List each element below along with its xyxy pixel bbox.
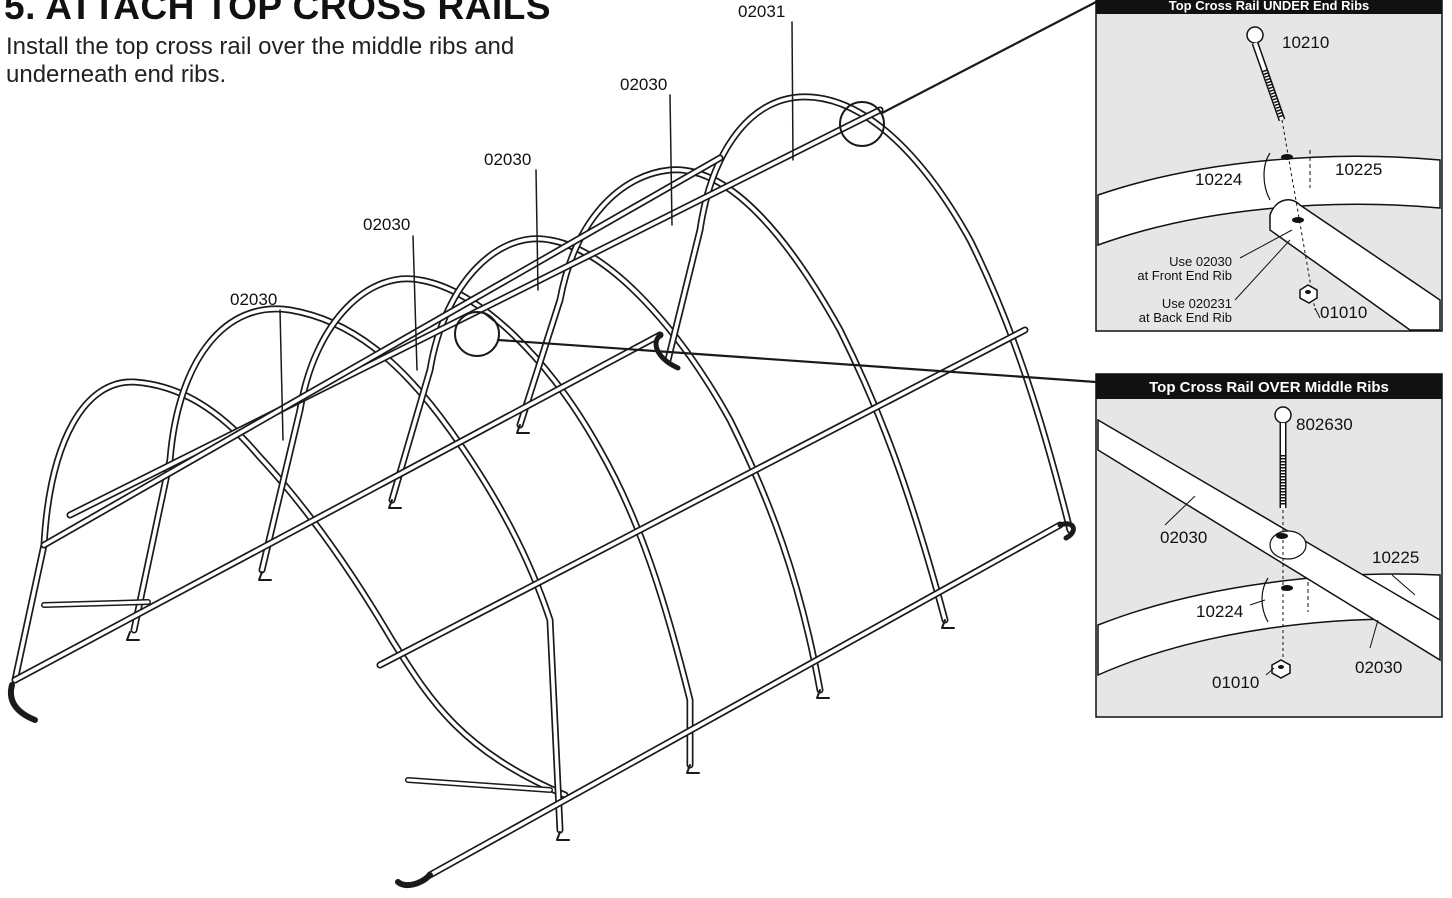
rail-label: 02030 (1160, 528, 1207, 547)
callout-label: 02030 (230, 290, 277, 309)
detail-end-header: Top Cross Rail UNDER End Ribs (1169, 0, 1370, 13)
side-rail-right-lower (426, 521, 1064, 879)
usage-note: at Front End Rib (1137, 268, 1232, 283)
bolt-label: 802630 (1296, 415, 1353, 434)
rib-6 (664, 93, 1074, 534)
callout-label: 02030 (484, 150, 531, 169)
step-title: 5. ATTACH TOP CROSS RAILS (4, 0, 551, 27)
nut-label: 01010 (1212, 673, 1259, 692)
rib-2 (130, 305, 564, 834)
rib-label: 10225 (1335, 160, 1382, 179)
usage-note: Use 02030 (1169, 254, 1232, 269)
rail-label: 02030 (1355, 658, 1402, 677)
detail-end-ribs: Top Cross Rail UNDER End Ribs 1 (1095, 0, 1443, 332)
usage-note: at Back End Rib (1139, 310, 1232, 325)
side-rail-left-upper (40, 154, 724, 549)
side-rail-left-lower (11, 331, 664, 684)
nut-label: 01010 (1320, 303, 1367, 322)
rib-4 (388, 235, 824, 694)
callout-label: 02030 (620, 75, 667, 94)
rib-label: 10225 (1372, 548, 1419, 567)
usage-note: Use 020231 (1162, 296, 1232, 311)
step-instruction: Install the top cross rail over the midd… (6, 33, 515, 88)
callout-label: 02030 (363, 215, 410, 234)
rib-3 (258, 275, 694, 769)
callout-label: 02031 (738, 2, 785, 21)
detail-middle-header: Top Cross Rail OVER Middle Ribs (1149, 379, 1389, 396)
bolt-label: 10210 (1282, 33, 1329, 52)
rib-label: 10224 (1196, 602, 1243, 621)
rib-label: 10224 (1195, 170, 1242, 189)
rib-5 (516, 166, 949, 624)
rib-1 (11, 378, 569, 799)
side-rail-right-upper (376, 326, 1029, 669)
detail-middle-ribs: Top Cross Rail OVER Middle Ribs (1095, 373, 1443, 718)
